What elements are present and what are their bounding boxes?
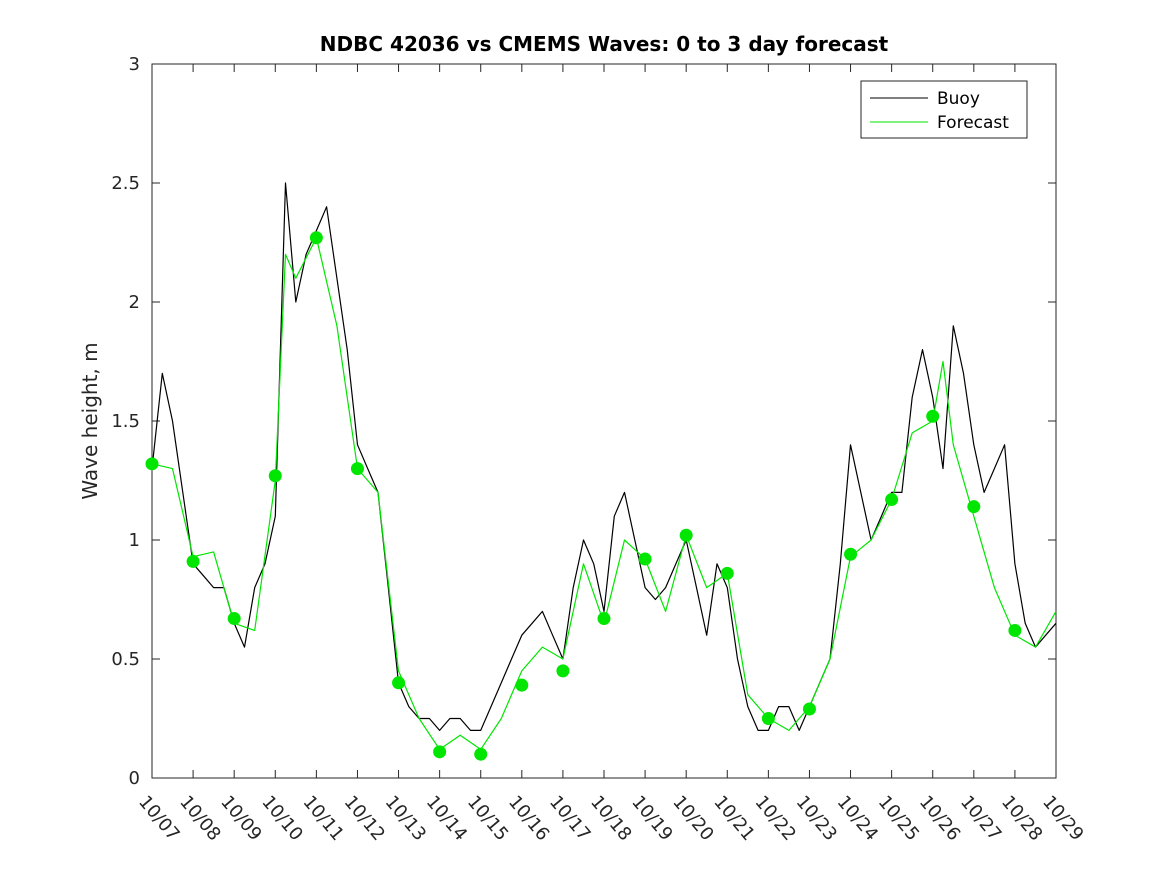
x-tick-label: 10/15 (463, 792, 512, 845)
x-tick-label: 10/26 (915, 792, 964, 845)
forecast-series-line (151, 237, 1057, 751)
forecast-marker (433, 745, 447, 759)
y-tick-label: 2 (129, 292, 140, 313)
x-tick-label: 10/14 (422, 792, 471, 845)
forecast-marker (1008, 623, 1022, 637)
forecast-marker (926, 409, 940, 423)
x-tick-label: 10/27 (956, 792, 1005, 845)
forecast-marker (350, 462, 364, 476)
forecast-marker (720, 566, 734, 580)
x-tick-label: 10/23 (792, 792, 841, 845)
forecast-marker (556, 664, 570, 678)
forecast-marker (885, 493, 899, 507)
forecast-marker (802, 702, 816, 716)
x-tick-label: 10/13 (381, 792, 430, 845)
axes-box (151, 63, 1057, 779)
x-tick-label: 10/24 (833, 792, 882, 845)
plot-area: 00.511.522.5310/0710/0810/0910/1010/1110… (111, 54, 1087, 845)
y-tick-label: 3 (129, 54, 140, 75)
x-tick-label: 10/08 (175, 792, 224, 845)
forecast-marker (145, 457, 159, 471)
y-axis-label: Wave height, m (78, 342, 102, 499)
x-tick-label: 10/09 (216, 792, 265, 845)
x-tick-label: 10/29 (1038, 792, 1087, 845)
x-tick-label: 10/28 (997, 792, 1046, 845)
legend-forecast-label: Forecast (937, 113, 1009, 133)
y-tick-label: 2.5 (111, 173, 140, 194)
legend-buoy-label: Buoy (937, 89, 980, 109)
x-tick-label: 10/18 (586, 792, 635, 845)
y-tick-label: 0 (129, 768, 140, 789)
forecast-marker (761, 712, 775, 725)
forecast-marker (844, 547, 858, 561)
y-tick-label: 0.5 (111, 649, 140, 670)
buoy-series-line (151, 182, 1057, 732)
x-tick-label: 10/17 (545, 792, 594, 845)
x-tick-label: 10/19 (627, 792, 676, 845)
x-tick-label: 10/10 (257, 792, 306, 845)
forecast-marker (638, 552, 652, 566)
legend: Buoy Forecast (860, 80, 1028, 139)
forecast-marker (227, 612, 241, 626)
forecast-marker (392, 676, 406, 690)
forecast-marker (474, 747, 488, 761)
x-tick-label: 10/21 (709, 792, 758, 845)
forecast-marker (515, 678, 529, 692)
legend-box (860, 80, 1028, 139)
forecast-marker (268, 469, 282, 483)
x-tick-label: 10/20 (668, 792, 717, 845)
forecast-marker (597, 612, 611, 626)
chart-title: NDBC 42036 vs CMEMS Waves: 0 to 3 day fo… (320, 32, 889, 56)
x-tick-label: 10/22 (751, 792, 800, 845)
forecast-marker (186, 554, 200, 568)
x-tick-label: 10/12 (340, 792, 389, 845)
forecast-marker (309, 231, 323, 245)
forecast-marker (679, 528, 693, 542)
y-tick-label: 1.5 (111, 411, 140, 432)
y-tick-label: 1 (129, 530, 140, 551)
x-tick-label: 10/11 (299, 792, 348, 845)
x-tick-label: 10/07 (134, 792, 183, 845)
x-tick-label: 10/16 (504, 792, 553, 845)
x-tick-label: 10/25 (874, 792, 923, 845)
forecast-marker (967, 500, 981, 514)
